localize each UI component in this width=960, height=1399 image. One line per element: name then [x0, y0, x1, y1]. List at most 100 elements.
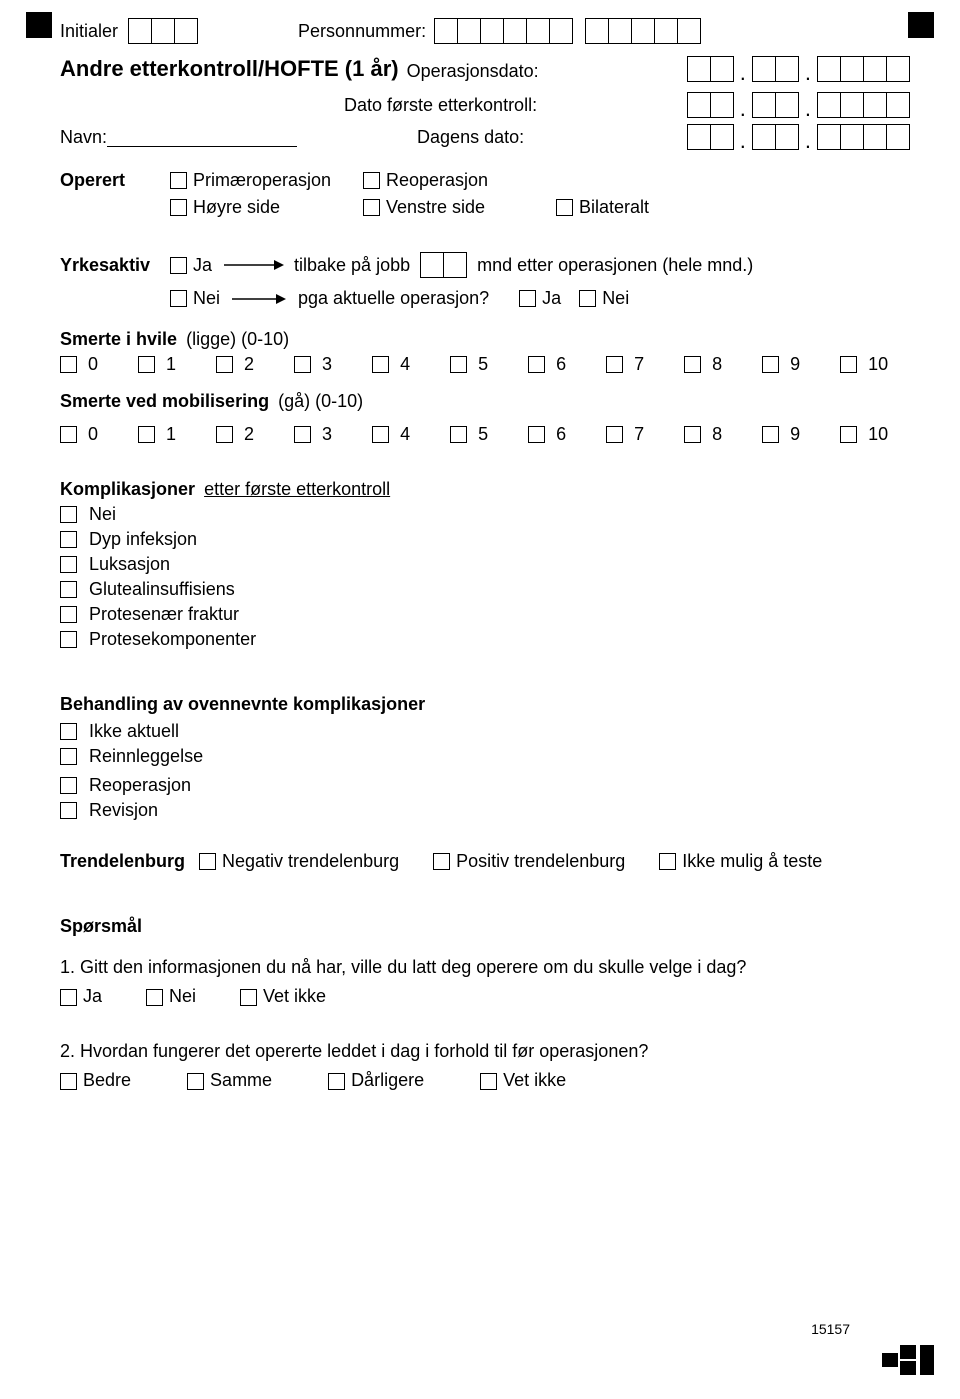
chk-beh[interactable] [60, 777, 77, 794]
q1-opt: Vet ikke [263, 986, 326, 1006]
chk-ja2[interactable] [519, 290, 536, 307]
chk-scale-4[interactable] [372, 356, 389, 373]
chk-komp[interactable] [60, 506, 77, 523]
chk-scale-10[interactable] [840, 426, 857, 443]
chk-q1[interactable] [60, 989, 77, 1006]
chk-bilateralt[interactable] [556, 199, 573, 216]
opt-hoyre: Høyre side [193, 197, 363, 218]
scale-label: 4 [400, 354, 410, 375]
chk-scale-6[interactable] [528, 356, 545, 373]
scale-label: 1 [166, 424, 176, 445]
chk-scale-9[interactable] [762, 356, 779, 373]
komp-item: Luksasjon [89, 554, 170, 575]
beh-item: Reinnleggelse [89, 746, 203, 767]
q1-text: 1. Gitt den informasjonen du nå har, vil… [60, 957, 910, 978]
q2-opt: Samme [210, 1070, 272, 1090]
chk-scale-1[interactable] [138, 356, 155, 373]
scale-label: 3 [322, 354, 332, 375]
dato-forste-input[interactable]: . . [687, 92, 910, 118]
chk-primaeroperasjon[interactable] [170, 172, 187, 189]
chk-scale-2[interactable] [216, 426, 233, 443]
scale-label: 8 [712, 354, 722, 375]
scale-label: 8 [712, 424, 722, 445]
chk-scale-6[interactable] [528, 426, 545, 443]
scale-label: 1 [166, 354, 176, 375]
chk-scale-0[interactable] [60, 356, 77, 373]
komp-item: Dyp infeksjon [89, 529, 197, 550]
scale-label: 4 [400, 424, 410, 445]
chk-scale-7[interactable] [606, 426, 623, 443]
opt-nei: Nei [193, 288, 220, 309]
mnd-input[interactable] [420, 252, 467, 278]
q2-text: 2. Hvordan fungerer det opererte leddet … [60, 1041, 910, 1062]
personnummer-boxes-2[interactable] [585, 18, 701, 44]
scale-label: 3 [322, 424, 332, 445]
chk-scale-1[interactable] [138, 426, 155, 443]
opt-ja: Ja [193, 255, 212, 276]
chk-scale-9[interactable] [762, 426, 779, 443]
chk-scale-8[interactable] [684, 356, 701, 373]
corner-marker [26, 12, 52, 38]
chk-beh[interactable] [60, 748, 77, 765]
chk-komp[interactable] [60, 606, 77, 623]
chk-scale-7[interactable] [606, 356, 623, 373]
chk-q2[interactable] [328, 1073, 345, 1090]
beh-item: Ikke aktuell [89, 721, 179, 742]
chk-positiv[interactable] [433, 853, 450, 870]
chk-q2[interactable] [480, 1073, 497, 1090]
chk-ikke-mulig[interactable] [659, 853, 676, 870]
label-behandling: Behandling av ovennevnte komplikasjoner [60, 694, 425, 714]
chk-komp[interactable] [60, 556, 77, 573]
chk-scale-4[interactable] [372, 426, 389, 443]
q1-opt: Nei [169, 986, 196, 1006]
label-personnummer: Personnummer: [298, 21, 426, 42]
opt-positiv: Positiv trendelenburg [456, 851, 625, 872]
label-etter: mnd etter operasjonen (hele mnd.) [477, 255, 753, 276]
chk-scale-3[interactable] [294, 356, 311, 373]
chk-q1[interactable] [240, 989, 257, 1006]
komp-item: Glutealinsuffisiens [89, 579, 235, 600]
initialer-boxes[interactable] [128, 18, 198, 44]
chk-ja[interactable] [170, 257, 187, 274]
chk-scale-3[interactable] [294, 426, 311, 443]
chk-hoyre[interactable] [170, 199, 187, 216]
chk-beh[interactable] [60, 723, 77, 740]
opt-venstre: Venstre side [386, 197, 556, 218]
operasjonsdato-input[interactable]: . . [687, 56, 910, 82]
label-komplikasjoner: Komplikasjoner [60, 479, 195, 499]
chk-scale-8[interactable] [684, 426, 701, 443]
chk-komp[interactable] [60, 581, 77, 598]
chk-scale-0[interactable] [60, 426, 77, 443]
label-dagens-dato: Dagens dato: [417, 127, 524, 148]
q2-opt: Bedre [83, 1070, 131, 1090]
chk-scale-5[interactable] [450, 426, 467, 443]
scale-label: 0 [88, 424, 98, 445]
chk-nei2[interactable] [579, 290, 596, 307]
beh-item: Reoperasjon [89, 775, 191, 796]
chk-komp[interactable] [60, 631, 77, 648]
chk-q1[interactable] [146, 989, 163, 1006]
dagens-dato-input[interactable]: . . [687, 124, 910, 150]
chk-venstre[interactable] [363, 199, 380, 216]
chk-beh[interactable] [60, 802, 77, 819]
opt-ikke-mulig: Ikke mulig å teste [682, 851, 822, 872]
komp-item: Nei [89, 504, 116, 525]
chk-scale-2[interactable] [216, 356, 233, 373]
opt-reoperasjon: Reoperasjon [386, 170, 488, 191]
personnummer-boxes[interactable] [434, 18, 573, 44]
chk-scale-10[interactable] [840, 356, 857, 373]
scale-label: 9 [790, 354, 800, 375]
scale-label: 10 [868, 354, 888, 375]
navn-input[interactable] [107, 128, 297, 147]
chk-negativ[interactable] [199, 853, 216, 870]
scale-label: 5 [478, 354, 488, 375]
chk-komp[interactable] [60, 531, 77, 548]
chk-reoperasjon[interactable] [363, 172, 380, 189]
chk-q2[interactable] [187, 1073, 204, 1090]
chk-nei[interactable] [170, 290, 187, 307]
arrow-icon [232, 292, 286, 306]
label-smerte-mobil-sub: (gå) (0-10) [278, 391, 363, 411]
chk-scale-5[interactable] [450, 356, 467, 373]
opt-bilateralt: Bilateralt [579, 197, 649, 218]
chk-q2[interactable] [60, 1073, 77, 1090]
